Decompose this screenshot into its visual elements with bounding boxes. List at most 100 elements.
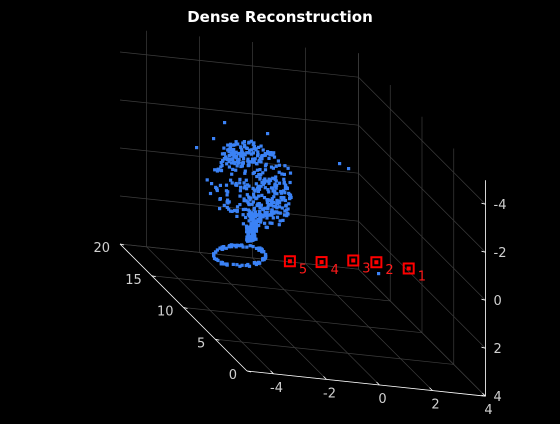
cloud-point — [245, 146, 249, 150]
cloud-point — [265, 211, 269, 215]
cloud-point — [264, 213, 268, 217]
cloud-point — [271, 176, 275, 180]
cloud-point — [281, 218, 285, 222]
cloud-point — [269, 203, 274, 207]
cloud-point — [212, 254, 216, 258]
z-tick-label: 0 — [494, 294, 502, 309]
cloud-point — [227, 159, 231, 164]
cloud-point — [272, 151, 276, 155]
cloud-point — [267, 202, 271, 206]
cloud-point — [222, 203, 226, 207]
cloud-point — [282, 181, 286, 185]
cloud-point — [265, 225, 269, 230]
cloud-point — [250, 152, 254, 156]
cloud-point — [248, 196, 253, 200]
cloud-point — [230, 151, 234, 155]
cloud-point — [239, 154, 243, 158]
cloud-point — [228, 145, 232, 149]
cloud-point — [271, 189, 275, 193]
cloud-point — [235, 183, 239, 187]
cloud-point — [245, 225, 249, 229]
cloud-point — [282, 177, 286, 181]
cloud-point — [215, 188, 219, 193]
cloud-point — [283, 191, 287, 195]
cloud-point — [238, 203, 242, 207]
cloud-point — [241, 154, 245, 158]
cloud-point — [259, 203, 263, 207]
cloud-point — [284, 204, 288, 208]
cloud-point — [269, 165, 274, 169]
cloud-point — [235, 205, 240, 209]
cloud-point — [347, 167, 351, 171]
cloud-point — [228, 244, 232, 248]
cloud-point — [254, 219, 258, 223]
cloud-point — [282, 172, 286, 176]
cloud-point — [256, 189, 260, 194]
cloud-point — [257, 145, 261, 149]
back-gridline-z — [119, 51, 359, 78]
cloud-point — [219, 262, 223, 266]
cloud-point — [247, 203, 251, 207]
y-tick — [119, 243, 125, 246]
cloud-point — [251, 217, 255, 221]
cloud-point — [275, 215, 280, 219]
cloud-point — [251, 200, 255, 204]
cloud-point — [247, 141, 251, 145]
cloud-point — [266, 152, 270, 156]
cloud-point — [254, 246, 259, 250]
cloud-point — [263, 181, 267, 185]
camera-center — [319, 260, 324, 265]
cloud-point — [249, 225, 253, 229]
cloud-point — [222, 262, 226, 266]
cloud-point — [338, 162, 342, 166]
cloud-point — [225, 205, 229, 209]
camera-center — [351, 258, 356, 263]
cloud-point — [258, 261, 262, 265]
cloud-point — [234, 243, 238, 248]
y-tick-label: 10 — [157, 305, 174, 320]
cloud-point — [260, 157, 264, 161]
camera-label: 5 — [299, 262, 307, 277]
cloud-point — [254, 182, 258, 186]
cloud-point — [273, 189, 277, 193]
cloud-point — [266, 132, 270, 136]
cloud-point — [222, 245, 226, 249]
cloud-point — [227, 147, 231, 151]
cloud-point — [254, 214, 258, 218]
cloud-point — [247, 160, 251, 164]
cloud-point — [242, 140, 246, 144]
point-cloud — [195, 121, 381, 276]
cloud-point — [285, 186, 289, 191]
cloud-point — [255, 168, 259, 172]
cloud-point — [252, 170, 256, 174]
cloud-point — [236, 142, 240, 146]
cloud-point — [251, 151, 255, 155]
cloud-point — [259, 144, 263, 148]
z-tick-label: 2 — [494, 342, 502, 357]
cloud-point — [234, 156, 238, 160]
cloud-point — [262, 196, 267, 200]
camera-center — [287, 259, 292, 264]
camera-marker — [283, 255, 296, 268]
cloud-point — [261, 148, 265, 152]
cloud-point — [377, 272, 381, 276]
cloud-point — [240, 148, 244, 152]
cloud-point — [288, 171, 293, 175]
cloud-point — [228, 157, 232, 161]
cloud-point — [210, 182, 214, 186]
cloud-point — [261, 215, 265, 219]
y-tick-label: 15 — [125, 273, 142, 288]
cloud-point — [247, 229, 251, 233]
back-gridline-z — [119, 195, 359, 222]
cloud-point — [282, 213, 287, 217]
cloud-point — [270, 197, 274, 201]
cloud-point — [246, 212, 250, 216]
cloud-point — [275, 201, 279, 205]
cloud-point — [260, 193, 264, 197]
cloud-point — [279, 189, 283, 194]
cloud-point — [263, 177, 267, 181]
cloud-point — [227, 153, 231, 158]
cloud-point — [263, 210, 267, 214]
